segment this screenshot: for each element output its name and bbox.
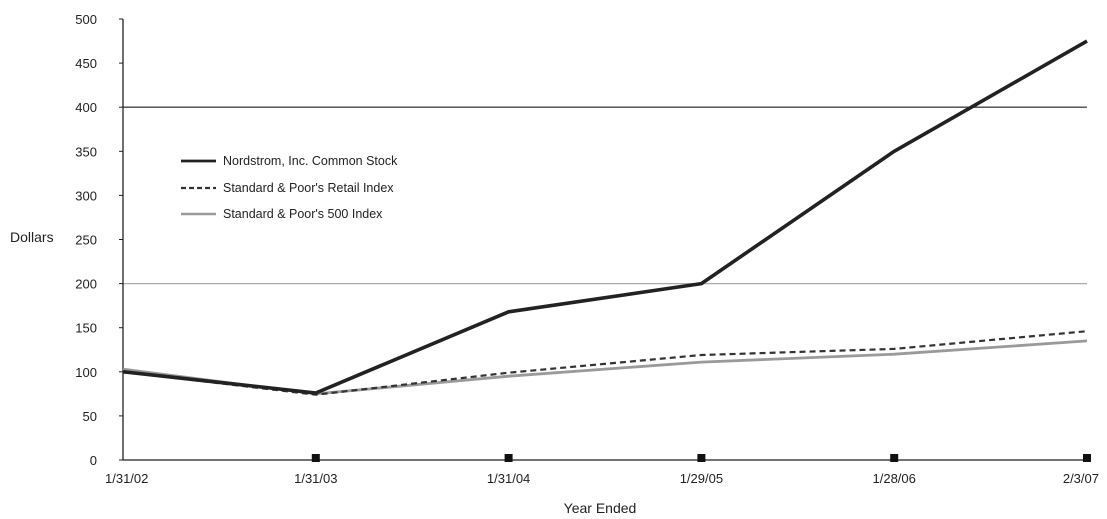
legend-label-2: Standard & Poor's 500 Index (223, 207, 383, 221)
x-tick-label: 1/31/02 (105, 471, 148, 486)
x-tick-marker (311, 454, 320, 462)
x-tick-labels: 1/31/02 1/31/03 1/31/04 1/29/05 1/28/06 2/3/0… (105, 454, 1099, 486)
series-lines (122, 39, 1088, 396)
x-tick-label: 1/31/04 (487, 471, 530, 486)
x-tick-marker (697, 454, 706, 462)
x-tick-marker (890, 454, 899, 462)
y-tick-label: 350 (75, 144, 97, 159)
y-tick-label: 50 (83, 409, 97, 424)
x-tick-label: 2/3/07 (1063, 471, 1099, 486)
x-tick-marker (504, 454, 513, 462)
series-line-1 (122, 330, 1088, 396)
legend-label-1: Standard & Poor's Retail Index (223, 181, 394, 195)
y-tick-label: 500 (75, 12, 97, 27)
x-tick-marker (1083, 454, 1091, 462)
y-tick-label: 250 (75, 233, 97, 248)
x-axis-title: Year Ended (564, 500, 637, 516)
y-tick-label: 400 (75, 100, 97, 115)
y-tick-label: 150 (75, 321, 97, 336)
y-tick-label: 300 (75, 188, 97, 203)
y-tick-label: 450 (75, 56, 97, 71)
y-tick-labels: 0 50 100 150 200 250 300 350 400 450 500 (75, 12, 123, 468)
y-tick-label: 100 (75, 365, 97, 380)
series-line-0 (122, 39, 1088, 395)
legend: Nordstrom, Inc. Common Stock Standard & P… (181, 154, 398, 221)
x-tick-label: 1/29/05 (680, 471, 723, 486)
x-tick-label: 1/28/06 (873, 471, 916, 486)
y-axis-title: Dollars (10, 229, 54, 245)
y-tick-label: 200 (75, 277, 97, 292)
y-tick-label: 0 (90, 453, 97, 468)
x-tick-label: 1/31/03 (294, 471, 337, 486)
reference-lines (123, 106, 1087, 285)
legend-label-0: Nordstrom, Inc. Common Stock (223, 154, 398, 168)
axes (122, 19, 1087, 461)
